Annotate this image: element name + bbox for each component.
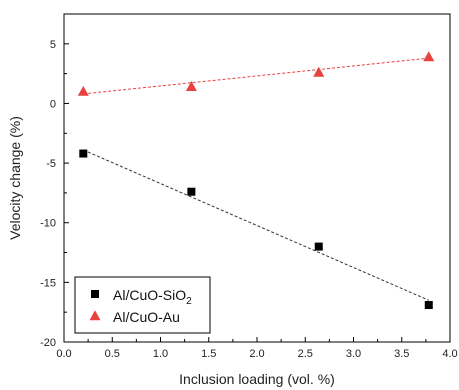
y-tick-label: -10 bbox=[40, 218, 56, 230]
y-tick-label: -5 bbox=[46, 158, 56, 170]
x-tick-label: 1.5 bbox=[201, 348, 216, 360]
x-tick-label: 0.5 bbox=[105, 348, 120, 360]
data-point bbox=[314, 242, 323, 251]
x-tick-label: 4.0 bbox=[442, 348, 457, 360]
legend: Al/CuO-SiO2 Al/CuO-Au bbox=[74, 276, 211, 334]
x-tick-label: 2.5 bbox=[298, 348, 313, 360]
x-tick-label: 1.0 bbox=[153, 348, 168, 360]
x-tick-label: 3.0 bbox=[346, 348, 361, 360]
y-tick-label: -15 bbox=[40, 277, 56, 289]
x-tick-label: 3.5 bbox=[394, 348, 409, 360]
legend-marker bbox=[89, 310, 101, 321]
legend-marker bbox=[91, 290, 99, 298]
legend-label-text: Al/CuO-Au bbox=[113, 309, 180, 325]
fit-line bbox=[83, 149, 429, 301]
data-point bbox=[77, 85, 89, 96]
data-point bbox=[185, 81, 197, 92]
fit-line bbox=[83, 57, 429, 95]
data-point bbox=[423, 51, 435, 62]
data-point bbox=[424, 301, 433, 310]
legend-label-text: Al/CuO-SiO bbox=[113, 287, 186, 303]
legend-label: Al/CuO-SiO2 bbox=[113, 287, 192, 307]
x-tick-label: 0.0 bbox=[56, 348, 71, 360]
legend-label: Al/CuO-Au bbox=[113, 309, 180, 325]
x-axis-ticks: 0.0 0.5 1.0 1.5 2.0 2.5 3.0 3.5 4.0 bbox=[56, 337, 458, 360]
x-axis-title: Inclusion loading (vol. %) bbox=[179, 371, 335, 387]
data-point bbox=[187, 187, 196, 196]
x-tick-label: 2.0 bbox=[249, 348, 264, 360]
data-point bbox=[79, 149, 88, 158]
y-tick-label: 5 bbox=[50, 39, 56, 51]
y-tick-label: 0 bbox=[50, 98, 56, 110]
fit-lines bbox=[83, 57, 429, 301]
legend-box bbox=[74, 276, 211, 334]
legend-label-subscript: 2 bbox=[186, 296, 192, 307]
data-points bbox=[77, 51, 435, 310]
data-point bbox=[313, 66, 325, 77]
y-tick-label: -20 bbox=[40, 337, 56, 349]
y-axis-title: Velocity change (%) bbox=[7, 116, 23, 240]
y-axis-ticks: -20 -15 -10 -5 0 5 bbox=[40, 39, 69, 349]
